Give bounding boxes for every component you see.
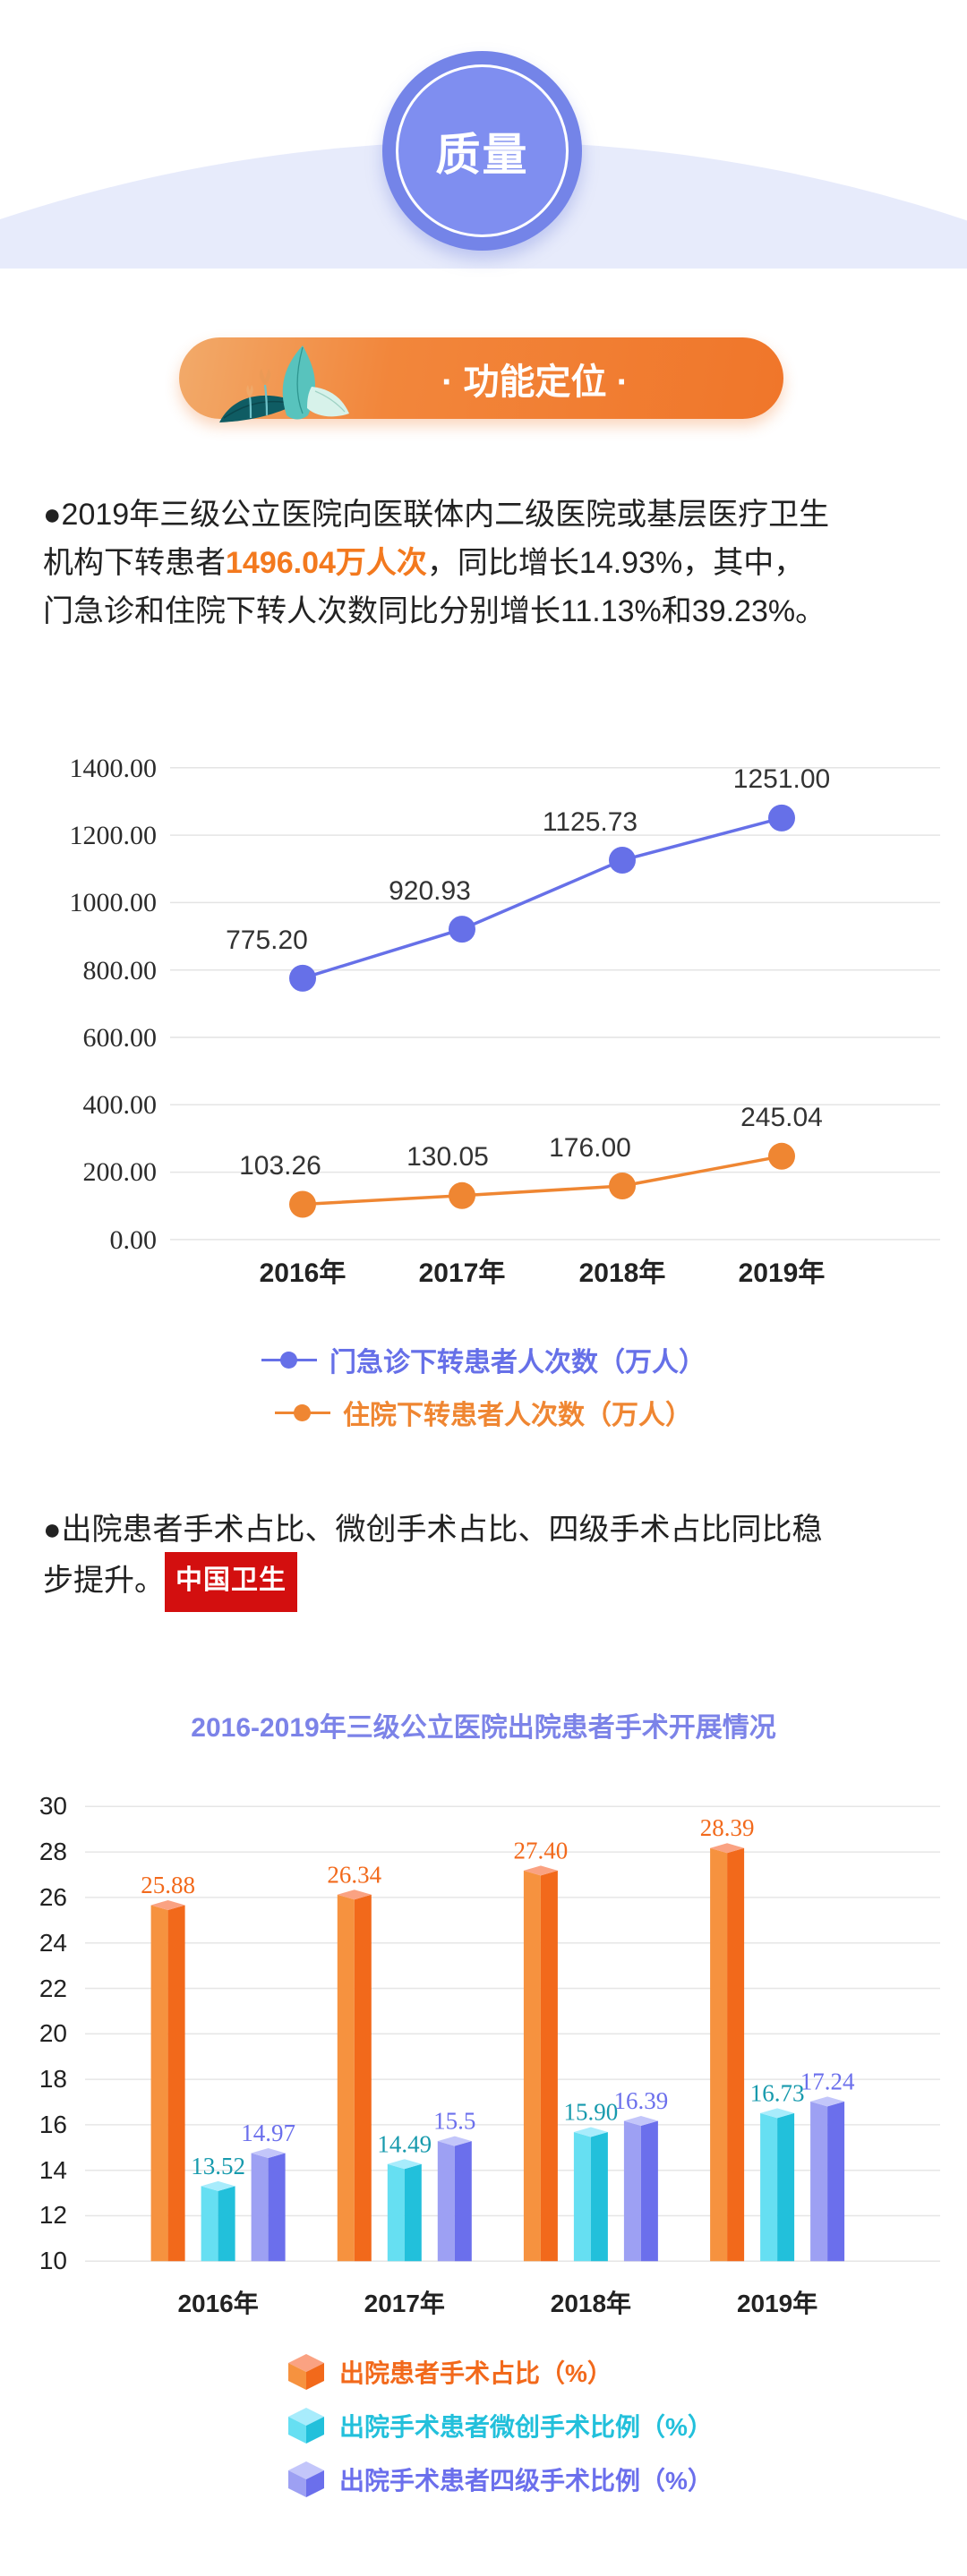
svg-text:1000.00: 1000.00 [70, 888, 158, 917]
svg-text:2019年: 2019年 [737, 2289, 817, 2317]
svg-text:103.26: 103.26 [239, 1151, 321, 1181]
svg-text:1251.00: 1251.00 [733, 764, 830, 794]
svg-text:24: 24 [39, 1929, 67, 1957]
svg-text:400.00: 400.00 [83, 1090, 158, 1120]
svg-text:130.05: 130.05 [406, 1142, 489, 1172]
svg-text:17.24: 17.24 [800, 2068, 855, 2094]
svg-text:176.00: 176.00 [549, 1133, 631, 1163]
svg-text:2017年: 2017年 [364, 2289, 445, 2317]
svg-text:1125.73: 1125.73 [543, 807, 638, 837]
svg-text:12: 12 [39, 2201, 67, 2229]
svg-text:15.5: 15.5 [433, 2108, 475, 2135]
svg-text:26: 26 [39, 1883, 67, 1911]
svg-text:20: 20 [39, 2019, 67, 2047]
svg-text:920.93: 920.93 [389, 876, 471, 906]
svg-text:25.88: 25.88 [141, 1872, 195, 1898]
svg-text:26.34: 26.34 [327, 1861, 381, 1888]
svg-text:16.39: 16.39 [614, 2087, 669, 2114]
svg-text:2016年: 2016年 [260, 1258, 347, 1288]
svg-text:1400.00: 1400.00 [70, 754, 158, 783]
svg-text:16.73: 16.73 [750, 2079, 805, 2106]
svg-text:2018年: 2018年 [551, 2289, 631, 2317]
svg-text:800.00: 800.00 [83, 956, 158, 985]
svg-text:27.40: 27.40 [514, 1837, 569, 1864]
svg-text:2016年: 2016年 [177, 2289, 258, 2317]
svg-text:245.04: 245.04 [740, 1103, 823, 1132]
svg-text:2018年: 2018年 [579, 1258, 666, 1288]
svg-text:15.90: 15.90 [564, 2098, 619, 2125]
svg-text:30: 30 [39, 1792, 67, 1820]
svg-text:22: 22 [39, 1975, 67, 2002]
svg-text:775.20: 775.20 [226, 925, 308, 955]
svg-text:2017年: 2017年 [419, 1258, 506, 1288]
svg-text:28: 28 [39, 1838, 67, 1865]
svg-text:14: 14 [39, 2156, 67, 2184]
svg-text:14.49: 14.49 [377, 2130, 432, 2157]
svg-text:16: 16 [39, 2111, 67, 2138]
svg-text:13.52: 13.52 [191, 2153, 245, 2179]
svg-text:10: 10 [39, 2247, 67, 2274]
svg-text:0.00: 0.00 [110, 1225, 158, 1255]
svg-text:1200.00: 1200.00 [70, 821, 158, 850]
svg-text:2019年: 2019年 [739, 1258, 826, 1288]
svg-text:18: 18 [39, 2065, 67, 2093]
svg-text:14.97: 14.97 [241, 2120, 295, 2146]
svg-text:200.00: 200.00 [83, 1157, 158, 1187]
svg-text:600.00: 600.00 [83, 1023, 158, 1053]
svg-text:28.39: 28.39 [700, 1814, 755, 1841]
